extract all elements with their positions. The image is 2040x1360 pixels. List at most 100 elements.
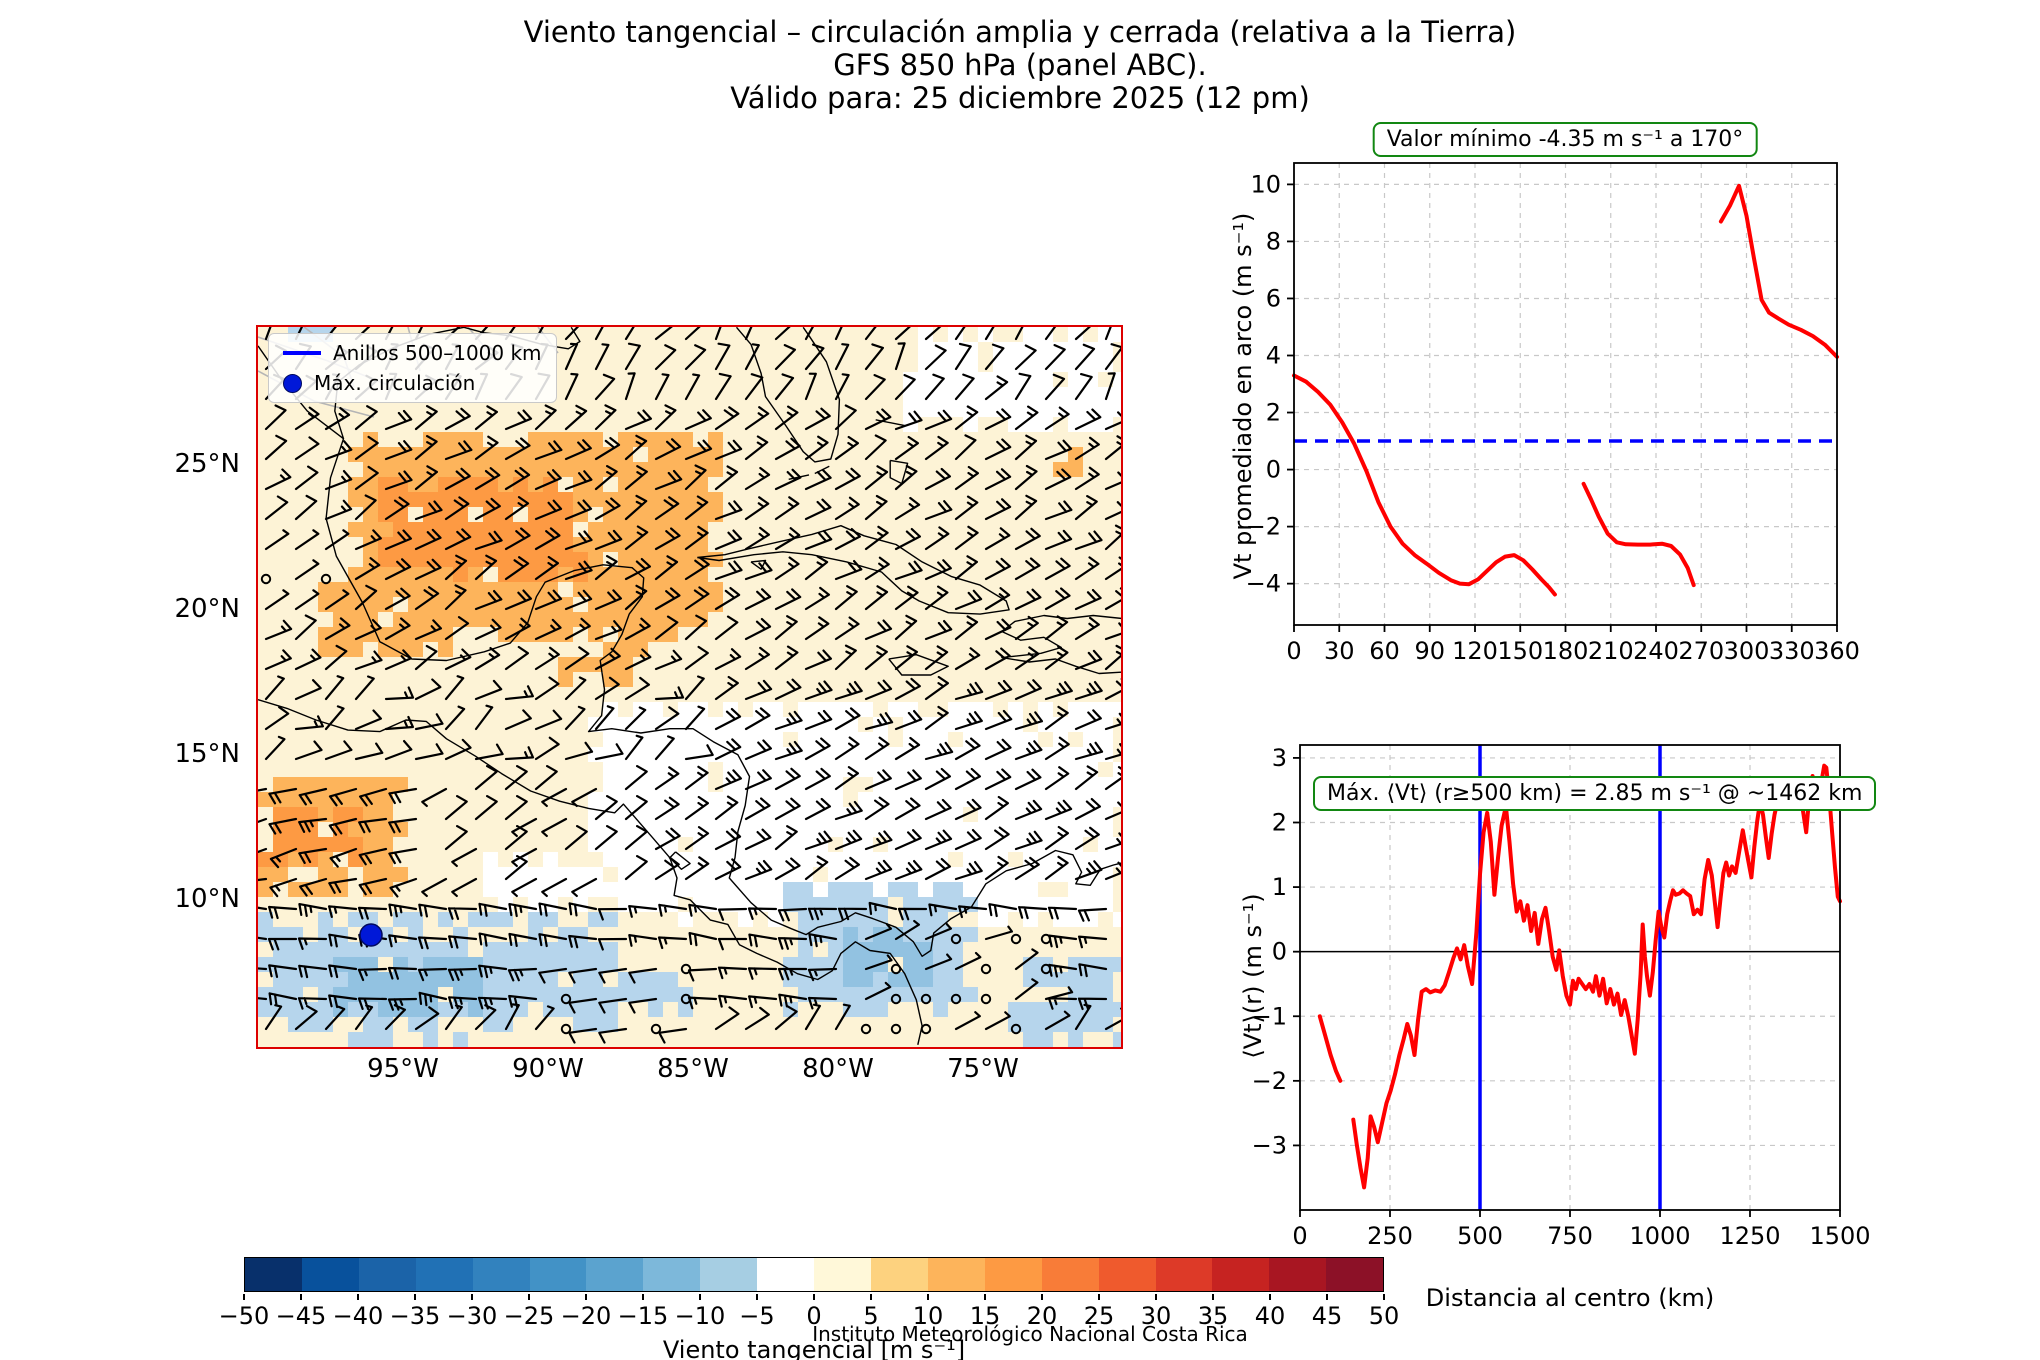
shading-cell: [378, 552, 393, 567]
shading-cell: [1023, 417, 1038, 432]
shading-cell: [648, 522, 663, 537]
shading-cell: [1083, 732, 1098, 747]
shading-cell: [468, 972, 483, 987]
shading-cell: [483, 867, 498, 882]
shading-cell: [618, 732, 633, 747]
shading-cell: [378, 882, 393, 897]
shading-cell: [1053, 1017, 1068, 1032]
lon-tick-90w: 90°W: [512, 1054, 584, 1084]
shading-cell: [318, 582, 333, 597]
shading-cell: [438, 462, 453, 477]
shading-cell: [948, 387, 963, 402]
shading-cell: [963, 747, 978, 762]
shading-cell: [963, 777, 978, 792]
shading-cell: [363, 462, 378, 477]
shading-cell: [498, 522, 513, 537]
colorbar-segment: [927, 1258, 985, 1291]
shading-cell: [393, 582, 408, 597]
shading-cell: [1068, 342, 1083, 357]
shading-cell: [633, 507, 648, 522]
shading-cell: [1113, 372, 1121, 387]
shading-cell: [378, 777, 393, 792]
shading-cell: [258, 852, 273, 867]
shading-cell: [348, 1002, 363, 1017]
shading-cell: [318, 912, 333, 927]
shading-cell: [348, 807, 363, 822]
shading-cell: [1038, 702, 1053, 717]
shading-cell: [288, 807, 303, 822]
shading-cell: [1098, 357, 1113, 372]
shading-cell: [888, 702, 903, 717]
shading-cell: [498, 552, 513, 567]
shading-cell: [438, 432, 453, 447]
shading-cell: [513, 522, 528, 537]
shading-cell: [858, 792, 873, 807]
shading-cell: [633, 807, 648, 822]
shading-cell: [318, 642, 333, 657]
shading-cell: [438, 642, 453, 657]
shading-cell: [273, 837, 288, 852]
shading-cell: [603, 762, 618, 777]
shading-cell: [498, 492, 513, 507]
shading-cell: [933, 852, 948, 867]
shading-cell: [573, 972, 588, 987]
shading-cell: [348, 777, 363, 792]
credit-text: Instituto Meteorológico Nacional Costa R…: [812, 1322, 1248, 1346]
shading-cell: [903, 927, 918, 942]
shading-cell: [663, 987, 678, 1002]
shading-cell: [708, 852, 723, 867]
shading-cell: [963, 357, 978, 372]
shading-cell: [618, 852, 633, 867]
shading-cell: [588, 612, 603, 627]
shading-cell: [633, 837, 648, 852]
shading-cell: [843, 927, 858, 942]
shading-cell: [678, 912, 693, 927]
shading-cell: [543, 612, 558, 627]
shading-cell: [843, 957, 858, 972]
shading-cell: [918, 792, 933, 807]
shading-cell: [753, 822, 768, 837]
shading-cell: [348, 912, 363, 927]
shading-cell: [828, 762, 843, 777]
shading-cell: [483, 972, 498, 987]
shading-cell: [1038, 342, 1053, 357]
shading-cell: [438, 597, 453, 612]
shading-cell: [378, 642, 393, 657]
shading-cell: [273, 777, 288, 792]
shading-cell: [423, 612, 438, 627]
shading-cell: [513, 627, 528, 642]
shading-cell: [1008, 372, 1023, 387]
shading-cell: [783, 1002, 798, 1017]
shading-cell: [273, 867, 288, 882]
shading-cell: [288, 1017, 303, 1032]
shading-cell: [333, 627, 348, 642]
shading-cell: [348, 972, 363, 987]
shading-cell: [948, 342, 963, 357]
shading-cell: [423, 942, 438, 957]
shading-cell: [1023, 357, 1038, 372]
shading-cell: [768, 882, 783, 897]
shading-cell: [483, 1017, 498, 1032]
colorbar-tick: [813, 1294, 815, 1300]
shading-cell: [333, 777, 348, 792]
shading-cell: [633, 627, 648, 642]
shading-cell: [978, 882, 993, 897]
shading-cell: [1023, 972, 1038, 987]
colorbar-tick-label: 25: [1083, 1302, 1115, 1330]
shading-cell: [1053, 852, 1068, 867]
shading-cell: [948, 822, 963, 837]
shading-cell: [873, 942, 888, 957]
shading-cell: [363, 522, 378, 537]
shading-cell: [648, 972, 663, 987]
shading-cell: [588, 432, 603, 447]
shading-cell: [348, 792, 363, 807]
shading-cell: [1038, 1002, 1053, 1017]
shading-cell: [1038, 792, 1053, 807]
shading-cell: [603, 807, 618, 822]
shading-cell: [798, 732, 813, 747]
colorbar-tick-label: −50: [218, 1302, 270, 1330]
shading-cell: [888, 852, 903, 867]
shading-cell: [678, 507, 693, 522]
shading-cell: [933, 732, 948, 747]
shading-cell: [678, 732, 693, 747]
